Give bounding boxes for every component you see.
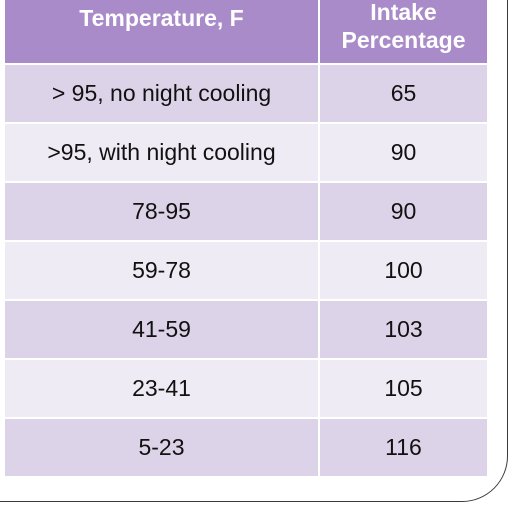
cell-temperature: >95, with night cooling bbox=[5, 122, 320, 181]
cell-temperature: 23-41 bbox=[5, 358, 320, 417]
header-temperature-label: Temperature, F bbox=[79, 4, 244, 31]
table-row: 59-78 100 bbox=[5, 240, 487, 299]
header-row: Temperature, F Intake Percentage bbox=[5, 0, 487, 63]
cell-intake: 116 bbox=[320, 417, 487, 476]
cell-temperature: 5-23 bbox=[5, 417, 320, 476]
cell-intake: 90 bbox=[320, 181, 487, 240]
cell-temperature: > 95, no night cooling bbox=[5, 63, 320, 122]
table-row: 41-59 103 bbox=[5, 299, 487, 358]
header-intake: Intake Percentage bbox=[320, 0, 487, 63]
cell-intake: 105 bbox=[320, 358, 487, 417]
cell-temperature: 59-78 bbox=[5, 240, 320, 299]
cell-temperature: 78-95 bbox=[5, 181, 320, 240]
cell-intake: 65 bbox=[320, 63, 487, 122]
header-temperature: Temperature, F bbox=[5, 0, 320, 63]
table-row: > 95, no night cooling 65 bbox=[5, 63, 487, 122]
table-row: 78-95 90 bbox=[5, 181, 487, 240]
cell-intake: 103 bbox=[320, 299, 487, 358]
cell-intake: 90 bbox=[320, 122, 487, 181]
header-intake-line1: Intake bbox=[370, 0, 437, 25]
intake-table: Temperature, F Intake Percentage > 95, n… bbox=[5, 0, 487, 476]
table-row: >95, with night cooling 90 bbox=[5, 122, 487, 181]
table-row: 5-23 116 bbox=[5, 417, 487, 476]
cell-temperature: 41-59 bbox=[5, 299, 320, 358]
header-intake-line2: Percentage bbox=[341, 26, 466, 53]
cell-intake: 100 bbox=[320, 240, 487, 299]
table-row: 23-41 105 bbox=[5, 358, 487, 417]
